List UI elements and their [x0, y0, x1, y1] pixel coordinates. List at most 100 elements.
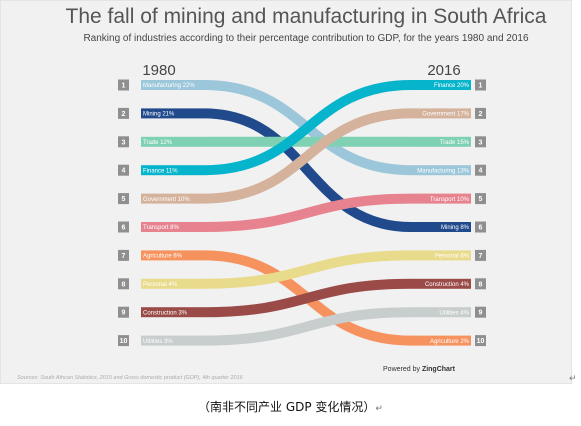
label-2016-utilities: Utilities 4%: [439, 310, 469, 316]
year-label-left: 1980: [142, 62, 175, 79]
band-finance: [203, 80, 412, 176]
rank-number-left-5: 5: [122, 196, 126, 203]
chart-title: The fall of mining and manufacturing in …: [66, 5, 547, 28]
label-1980-construction: Construction 3%: [143, 310, 188, 316]
figure-caption: （南非不同产业 GDP 变化情况）: [198, 400, 376, 414]
rank-boxes: 1 1 2 2 3 3 4 4 5 5 6 6 7 7 8 8 9 9 10 10: [118, 79, 486, 347]
label-2016-transport: Transport 10%: [430, 197, 470, 203]
label-2016-personal: Personal 6%: [435, 254, 470, 260]
label-1980-government: Government 10%: [143, 197, 190, 203]
rank-box-right-4: [475, 164, 486, 176]
rank-box-right-1: [475, 79, 486, 91]
rank-number-left-10: 10: [120, 338, 128, 345]
label-2016-government: Government 17%: [422, 112, 469, 118]
rank-box-right-2: [475, 107, 486, 119]
powered-by-prefix: Powered by: [383, 366, 420, 373]
chart-subtitle: Ranking of industries according to their…: [83, 33, 529, 44]
label-1980-utilities: Utilities 3%: [143, 339, 173, 345]
label-1980-personal: Personal 4%: [143, 282, 178, 288]
band-utilities: [203, 307, 412, 346]
rank-number-right-8: 8: [479, 281, 483, 288]
figure-caption-row: （南非不同产业 GDP 变化情况）↵: [0, 398, 581, 415]
pill-2016-mining: [411, 222, 471, 232]
pill-2016-government: [411, 108, 471, 119]
rank-box-right-10: [475, 335, 486, 347]
band-construction: [203, 278, 412, 318]
label-1980-transport: Transport 8%: [143, 225, 179, 231]
rank-box-left-10: [118, 335, 129, 347]
pill-1980-construction: [141, 307, 204, 318]
pill-2016-transport: [411, 193, 471, 204]
pill-1980-utilities: [141, 335, 204, 346]
label-2016-manufacturing: Manufacturing 13%: [417, 168, 469, 174]
rank-number-left-1: 1: [122, 83, 126, 90]
paragraph-mark-caption: ↵: [375, 404, 383, 414]
rank-number-left-2: 2: [122, 111, 126, 118]
rank-number-right-5: 5: [479, 196, 483, 203]
rank-box-left-7: [118, 249, 129, 261]
pill-1980-trade: [141, 136, 204, 147]
pill-1980-finance: [141, 165, 204, 176]
powered-by-brand: ZingChart: [422, 366, 456, 373]
paragraph-mark: ↵: [569, 374, 577, 384]
pill-2016-manufacturing: [411, 165, 471, 176]
label-2016-trade: Trade 15%: [440, 140, 470, 146]
rank-number-right-9: 9: [479, 310, 483, 317]
pill-2016-construction: [411, 278, 471, 289]
band-government: [203, 108, 412, 204]
bump-chart: The fall of mining and manufacturing in …: [17, 5, 547, 381]
label-2016-mining: Mining 8%: [441, 225, 470, 231]
rank-box-right-8: [475, 278, 486, 290]
rank-number-left-4: 4: [122, 168, 126, 175]
powered-by: Powered by ZingChart: [383, 366, 456, 373]
label-1980-finance: Finance 11%: [143, 168, 178, 174]
rank-box-right-3: [475, 136, 486, 148]
pill-2016-agriculture: [411, 335, 471, 346]
rank-box-right-6: [475, 221, 486, 233]
band-mining: [203, 108, 412, 232]
rank-box-left-5: [118, 193, 129, 205]
pill-2016-personal: [411, 250, 471, 261]
pill-2016-finance: [411, 80, 471, 90]
series-bands: [203, 80, 412, 346]
rank-number-right-4: 4: [479, 168, 483, 175]
rank-number-left-3: 3: [122, 139, 126, 146]
label-2016-finance: Finance 20%: [434, 83, 470, 89]
rank-number-right-6: 6: [479, 225, 483, 232]
rank-box-left-2: [118, 107, 129, 119]
pill-2016-utilities: [411, 307, 471, 318]
pill-1980-transport: [141, 222, 204, 232]
label-1980-manufacturing: Manufacturing 22%: [143, 83, 195, 89]
rank-box-right-5: [475, 193, 486, 205]
rank-number-right-1: 1: [479, 83, 483, 90]
rank-box-left-3: [118, 136, 129, 148]
label-1980-mining: Mining 21%: [143, 112, 175, 118]
rank-box-left-4: [118, 164, 129, 176]
rank-number-left-9: 9: [122, 310, 126, 317]
pill-2016-trade: [411, 136, 471, 147]
band-transport: [203, 193, 412, 232]
label-2016-agriculture: Agriculture 2%: [430, 339, 470, 345]
pill-1980-manufacturing: [141, 80, 204, 90]
source-note: Sources: South African Statistics, 2015 …: [17, 375, 244, 381]
pill-1980-government: [141, 193, 204, 204]
band-personal: [203, 250, 412, 289]
rank-number-right-10: 10: [477, 338, 485, 345]
rank-box-left-6: [118, 221, 129, 233]
chart-container: The fall of mining and manufacturing in …: [0, 0, 572, 384]
rank-number-right-7: 7: [479, 253, 483, 260]
rank-number-right-3: 3: [479, 139, 483, 146]
rank-box-right-9: [475, 306, 486, 318]
year-label-right: 2016: [427, 62, 460, 79]
series-labels: Manufacturing 22% Manufacturing 13% Mining…: [141, 80, 471, 346]
label-1980-trade: Trade 12%: [143, 140, 173, 146]
rank-box-left-9: [118, 306, 129, 318]
rank-number-left-6: 6: [122, 225, 126, 232]
label-1980-agriculture: Agriculture 6%: [143, 254, 183, 260]
rank-box-left-1: [118, 79, 129, 91]
rank-number-left-7: 7: [122, 253, 126, 260]
rank-number-right-2: 2: [479, 111, 483, 118]
pill-1980-mining: [141, 108, 204, 119]
rank-box-left-8: [118, 278, 129, 290]
rank-box-right-7: [475, 249, 486, 261]
